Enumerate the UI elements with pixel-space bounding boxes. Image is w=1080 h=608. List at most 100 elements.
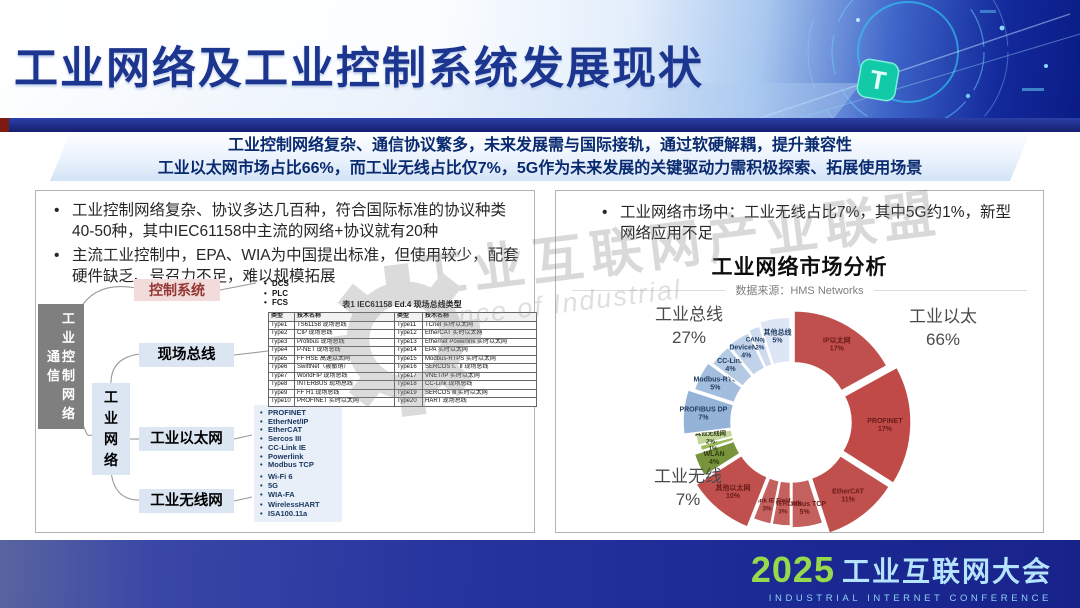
table-header-cell: 技术名称 <box>294 312 395 322</box>
table-title: 表1 IEC61158 Ed.4 现场总线类型 <box>342 300 462 309</box>
bullet-item: 工业网络市场中：工业无线占比7%，其中5G约1%，新型网络应用不足 <box>596 202 1015 244</box>
main-content: 工业控制网络复杂、协议多达几百种，符合国际标准的协议种类40-50种，其中IEC… <box>0 181 1080 538</box>
list-item: Wi-Fi 6 <box>258 472 337 481</box>
segment-label: PROFINET 17% <box>867 418 903 433</box>
market-donut-chart: IP以太网 17% PROFINET 17% EtherCAT 11% Modbus TCP… <box>679 310 912 532</box>
segment-label: POWERLINK 3% <box>764 501 802 516</box>
table-cell: P-NET 现场总线 <box>294 346 395 356</box>
root-label-left: 通 信 <box>46 349 60 383</box>
branch-box-industrial-network: 工 业 网 络 <box>92 383 130 475</box>
segment-label: 其他无线网 2% <box>695 429 726 445</box>
list-item: WIA-FA <box>258 490 337 499</box>
group-label-fieldbus: 工业总线 27% <box>655 305 723 347</box>
table-cell: VNET/IP 实时以太网 <box>422 371 537 381</box>
footer: 2025 工业互联网大会 INDUSTRIAL INTERNET CONFERE… <box>0 540 1080 608</box>
table-cell: Type8 <box>268 380 295 390</box>
donut-segment <box>752 476 781 525</box>
diagram-root-box: 通 信 工 业 控 制 网 络 <box>38 304 84 429</box>
table-cell: Type7 <box>268 371 295 381</box>
donut-segment <box>694 429 734 447</box>
right-panel: 工业网络市场中：工业无线占比7%，其中5G约1%，新型网络应用不足 工业网络市场… <box>555 190 1044 533</box>
banner-line-1: 工业控制网络复杂、通信协议繁多，未来发展需与国际接轨，通过软硬解耦，提升兼容性 <box>227 137 852 154</box>
table-cell: Type5 <box>268 354 295 364</box>
table-row: Type8 INTERBUS 现场总线 Type18 CC-Link 现场总线 <box>268 380 537 390</box>
list-item: PROFINET <box>258 408 337 418</box>
list-item: 5G <box>258 481 337 490</box>
ethernet-protocol-list: PROFINETEtherNet/IPEtherCATSercos IIICC-… <box>254 405 342 474</box>
table-row: Type9 FF H1 现场总线 Type19 SERCOS Ⅲ 实时以太网 <box>268 388 537 398</box>
segment-label: CC-Link 4% <box>717 358 744 373</box>
table-cell: Profibus 现场总线 <box>294 337 395 347</box>
table-row: Type3 Profibus 现场总线 Type13 Ethernet Powerli… <box>268 337 537 347</box>
segment-label: Modbus-RTU 5% <box>693 376 737 391</box>
left-panel: 工业控制网络复杂、协议多达几百种，符合国际标准的协议种类40-50种，其中IEC… <box>35 190 537 533</box>
chart-title: 工业网络市场分析 <box>711 256 888 279</box>
table-header-row: 类型 技术名称 类型 技术名称 <box>268 312 537 322</box>
conference-title: 工业互联网大会 <box>841 556 1052 587</box>
list-item: CC-Link IE <box>258 443 337 453</box>
list-item: WirelessHART <box>258 500 337 509</box>
donut-segment <box>758 316 791 366</box>
control-system-list: DCSPLCFCS <box>258 275 294 312</box>
table-row: Type7 WorldFIP 现场总线 Type17 VNET/IP 实时以太网 <box>268 371 537 381</box>
list-item: 工业控制网络复杂、协议多达几百种，符合国际标准的协议种类40-50种，其中IEC… <box>48 200 524 242</box>
divider-band <box>0 118 1080 132</box>
table-row: Type10 PROFINET 实时以太网 Type20 HART 现场总线 <box>268 397 537 407</box>
table-cell: Ethernet Powerlink 实时以太网 <box>422 337 537 347</box>
list-item: EtherCAT <box>258 426 337 435</box>
page-title: 工业网络及工业控制系统发展现状 <box>14 44 704 93</box>
table-cell: CIP 现场总线 <box>294 329 395 339</box>
segment-label: IP以太网 17% <box>823 336 851 353</box>
table-cell: SwiftNet（被撤销） <box>294 363 395 373</box>
table-cell: Type3 <box>268 337 295 347</box>
table-cell: Type14 <box>394 346 423 356</box>
donut-segment <box>841 366 912 485</box>
donut-segment <box>771 480 792 527</box>
table-cell: Type13 <box>394 337 423 347</box>
group-label-ethernet: 工业以太 66% <box>909 307 977 349</box>
donut-segment <box>727 331 766 377</box>
table-header-cell: 类型 <box>268 312 295 322</box>
table-cell: TCnet 实时以太网 <box>422 320 537 330</box>
root-label-right: 工 业 控 制 网 络 <box>62 311 76 421</box>
chart-source: 数据来源：HMS Networks <box>556 282 1043 298</box>
segment-label: CC-Link IE Field 3% <box>743 498 791 513</box>
group-label-wireless: 工业无线 7% <box>654 467 722 509</box>
iec61158-table-block: 表1 IEC61158 Ed.4 现场总线类型 类型 技术名称 类型 技术名称 Typ… <box>268 299 537 407</box>
table-row: Type4 P-NET 现场总线 Type14 EPA 实时以太网 <box>268 346 537 356</box>
right-bullet-list: 工业网络市场中：工业无线占比7%，其中5G约1%，新型网络应用不足 <box>596 202 1015 244</box>
table-cell: CC-Link 现场总线 <box>422 380 537 390</box>
table-cell: SERCOS Ⅰ、Ⅱ 现场总线 <box>422 363 537 373</box>
conference-subtitle: INDUSTRIAL INTERNET CONFERENCE <box>768 593 1052 604</box>
summary-banner: 工业控制网络复杂、通信协议繁多，未来发展需与国际接轨，通过软硬解耦，提升兼容性 … <box>50 133 1030 181</box>
list-item: Sercos III <box>258 434 337 444</box>
table-cell: FF H1 现场总线 <box>294 388 395 398</box>
svg-text:T: T <box>868 64 889 96</box>
table-cell: WorldFIP 现场总线 <box>294 371 395 381</box>
table-cell: Type19 <box>394 388 423 398</box>
table-cell: EtherCAT 实时以太网 <box>422 329 537 339</box>
conference-year: 2025 <box>750 549 835 590</box>
table-cell: Type11 <box>394 320 423 330</box>
table-row: Type2 CIP 现场总线 Type12 EtherCAT 实时以太网 <box>268 329 537 339</box>
table-cell: Type9 <box>268 388 295 398</box>
table-cell: TS61158 现场总线 <box>294 320 395 330</box>
list-item: Powerlink <box>258 452 337 462</box>
segment-label: EtherCAT 11% <box>832 488 864 503</box>
list-item: PLC <box>262 289 289 299</box>
table-row: Type5 FF HSE 高速以太网 Type15 Modbus-RTPS 实时以太网 <box>268 354 537 364</box>
segment-label: PROFIBUS DP 7% <box>679 407 727 422</box>
segment-label: 其他总线 5% <box>763 328 791 345</box>
header: T 工业网络及工业控制系统发展现状 <box>0 0 1080 118</box>
branch-box-fieldbus: 现场总线 <box>139 343 234 367</box>
table-cell: Type10 <box>268 397 295 407</box>
table-cell: FF HSE 高速以太网 <box>294 354 395 364</box>
list-item: ISA100.11a <box>258 509 337 518</box>
table-cell: Type2 <box>268 329 295 339</box>
table-cell: EPA 实时以太网 <box>422 346 537 356</box>
table-cell: Type20 <box>394 397 423 407</box>
donut-segment <box>747 325 774 369</box>
segment-label: CANopen 2% <box>746 336 774 351</box>
t-logo: T <box>856 58 900 102</box>
donut-segment <box>793 310 888 392</box>
